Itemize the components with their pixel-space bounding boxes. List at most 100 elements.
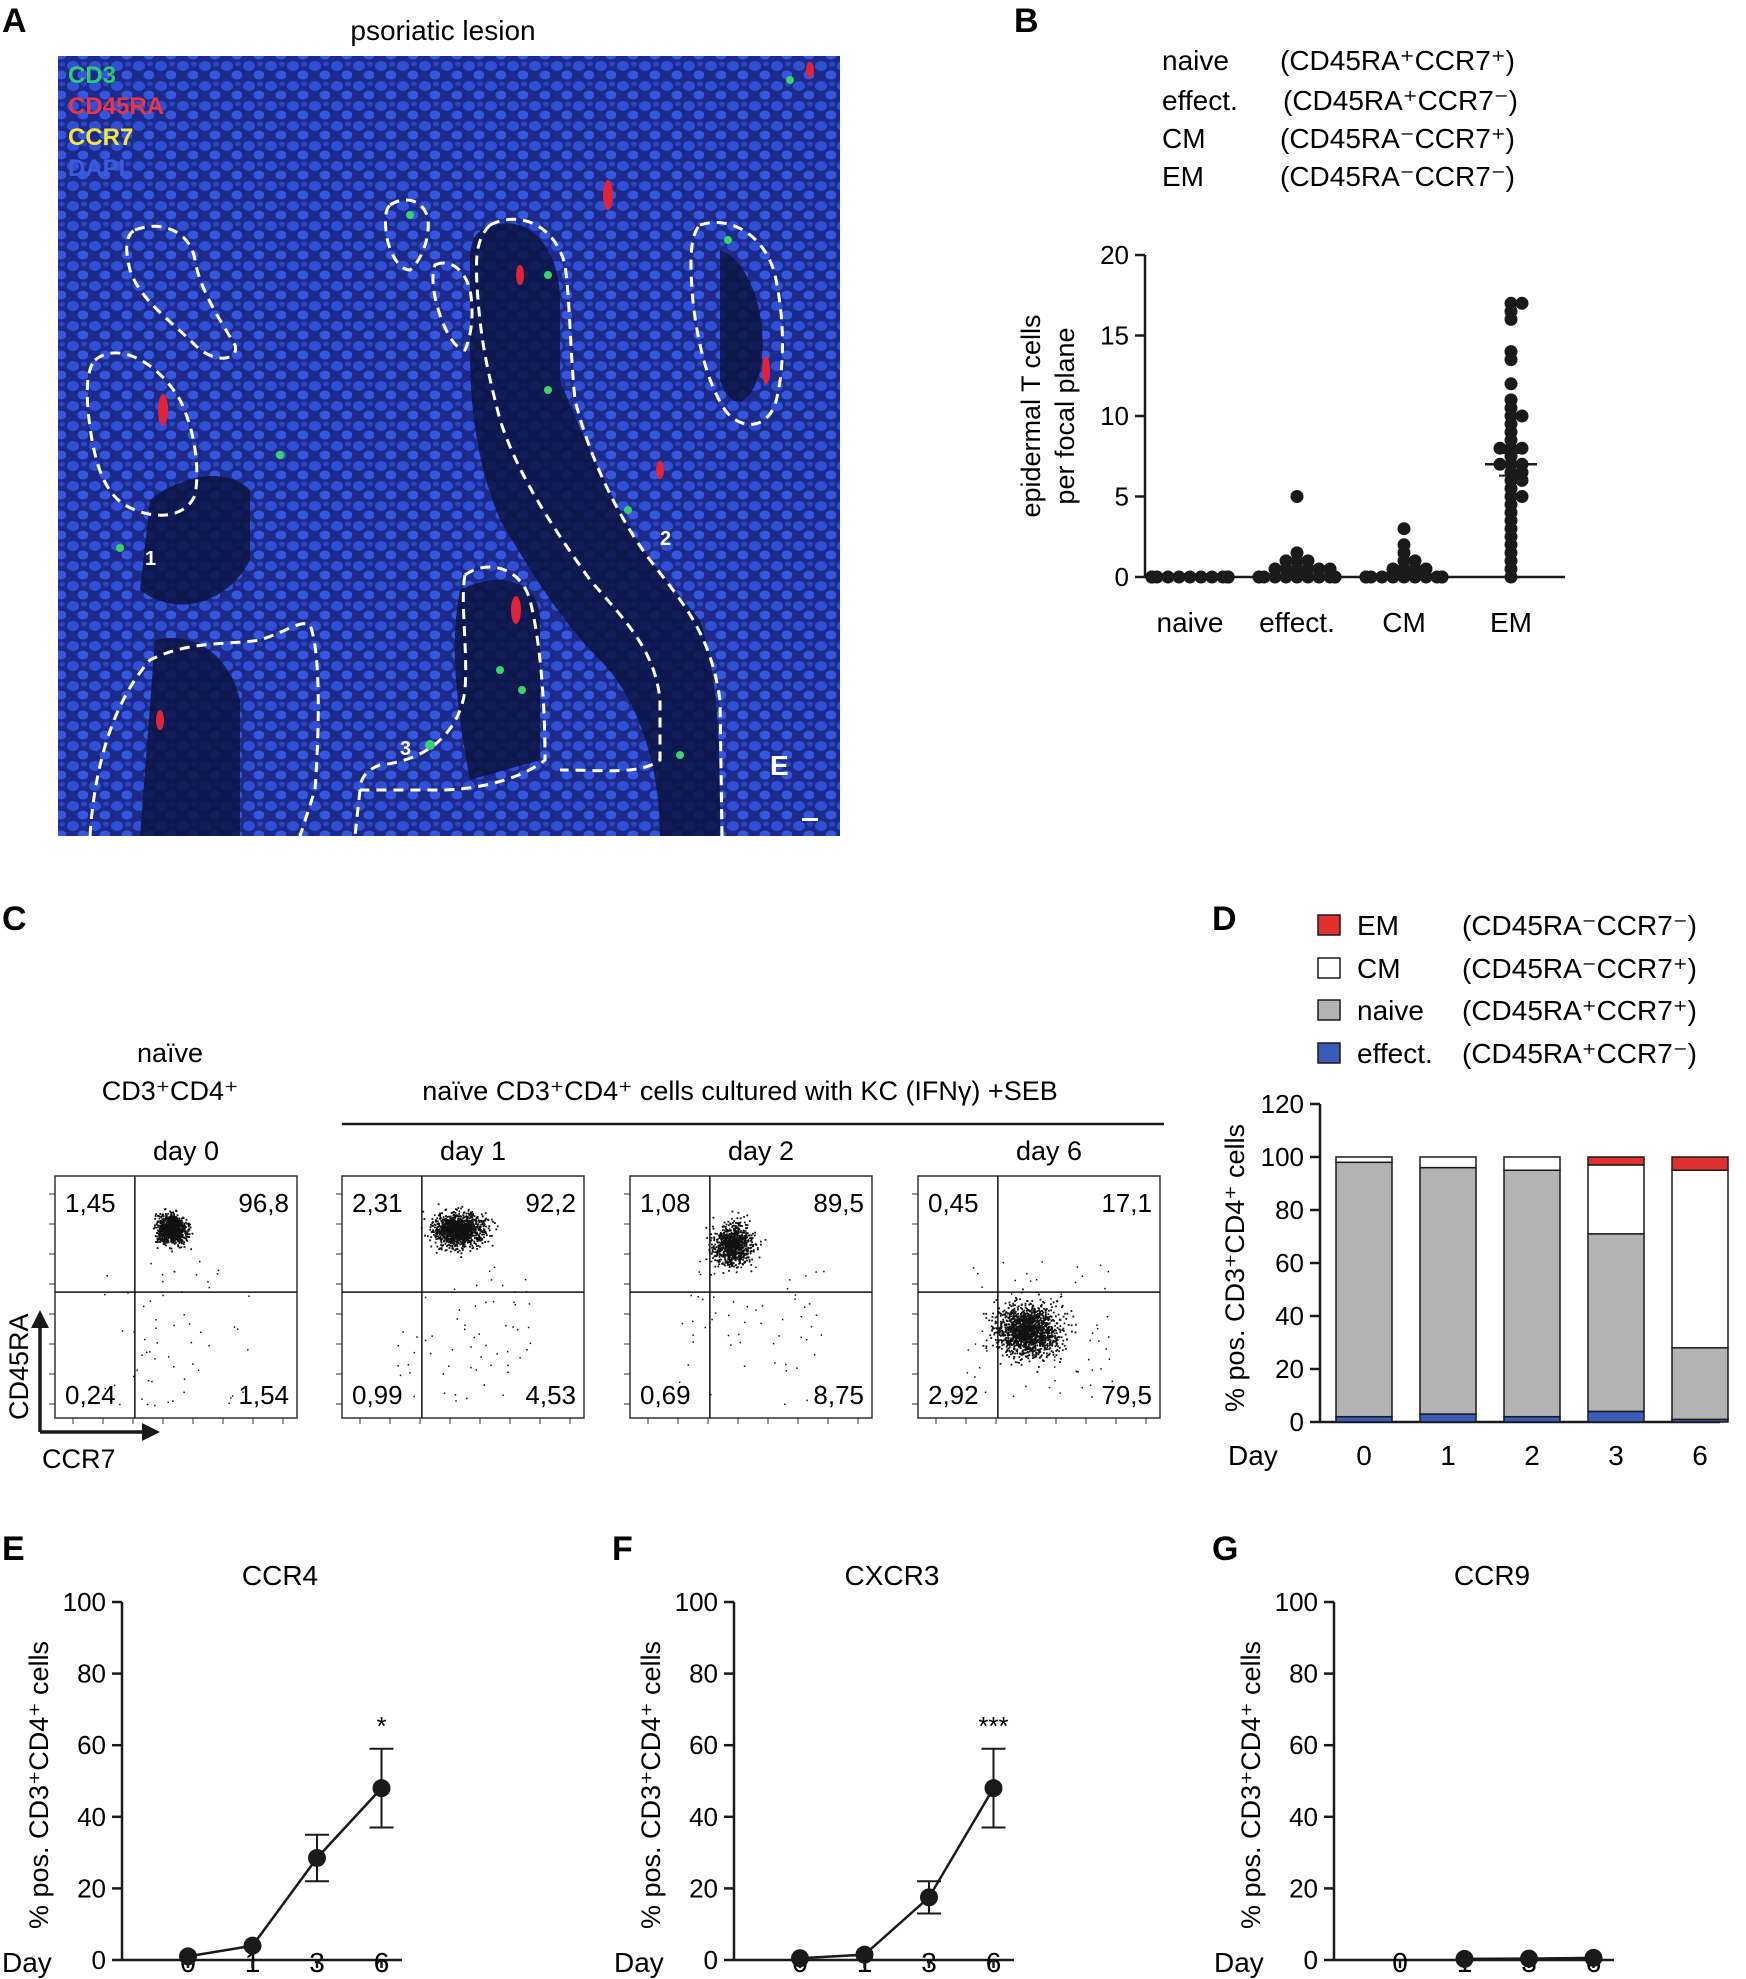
flow-event	[460, 1225, 463, 1228]
flow-event	[147, 1379, 150, 1382]
flow-event	[1048, 1309, 1050, 1312]
flow-event	[716, 1254, 718, 1257]
flow-event	[1091, 1396, 1093, 1398]
flow-event	[453, 1219, 456, 1222]
flow-event	[1038, 1328, 1041, 1330]
flow-event	[186, 1233, 189, 1236]
flow-event	[714, 1259, 717, 1262]
region-label-3: 3	[400, 738, 411, 760]
flow-event	[149, 1351, 151, 1353]
flow-event	[727, 1334, 730, 1337]
quadrant-bl-value: 2,92	[928, 1380, 979, 1410]
flow-event	[1050, 1309, 1052, 1312]
flow-event	[444, 1233, 447, 1236]
flow-event	[731, 1249, 734, 1252]
flow-event	[742, 1258, 744, 1261]
flow-event	[732, 1250, 735, 1253]
flow-event	[437, 1230, 440, 1233]
flow-event	[438, 1222, 441, 1225]
flow-event	[789, 1279, 791, 1281]
flow-event	[1045, 1324, 1048, 1327]
flow-event	[1045, 1331, 1048, 1334]
flow-event	[1020, 1341, 1022, 1344]
flow-event	[735, 1271, 738, 1274]
x-tick-label-d: 0	[1356, 1440, 1372, 1471]
flow-event	[1012, 1315, 1015, 1317]
flow-event	[207, 1280, 209, 1283]
flow-event	[1024, 1326, 1026, 1329]
flow-event	[1036, 1370, 1039, 1373]
flow-event	[754, 1231, 757, 1234]
flow-event	[476, 1216, 479, 1218]
flow-event	[454, 1393, 457, 1396]
flow-event	[998, 1334, 1001, 1336]
flow-event	[460, 1236, 463, 1238]
flow-event	[720, 1238, 722, 1241]
flow-event	[1044, 1334, 1046, 1337]
flow-event	[1035, 1355, 1037, 1358]
flow-event	[1064, 1333, 1067, 1336]
flow-event	[163, 1241, 166, 1243]
flow-event	[441, 1224, 444, 1227]
flow-event	[470, 1221, 472, 1223]
flow-event	[470, 1346, 472, 1348]
flow-event	[454, 1245, 456, 1248]
flow-event	[728, 1314, 730, 1317]
flow-event	[1042, 1337, 1044, 1340]
flow-event	[735, 1264, 737, 1267]
flow-event	[993, 1331, 996, 1334]
flow-event	[247, 1349, 249, 1351]
flow-event	[736, 1245, 739, 1248]
flow-event	[733, 1247, 736, 1249]
flow-event	[750, 1270, 753, 1273]
flow-event	[756, 1248, 759, 1251]
flow-event	[502, 1394, 504, 1397]
flow-event	[751, 1237, 754, 1240]
flow-event	[1017, 1312, 1020, 1315]
flow-event	[501, 1284, 504, 1287]
flow-event	[474, 1234, 477, 1237]
flow-event	[1035, 1319, 1038, 1322]
flow-event	[744, 1224, 747, 1226]
flow-event	[1037, 1329, 1040, 1332]
flow-event	[464, 1235, 467, 1237]
flow-event	[1048, 1344, 1051, 1347]
flow-event	[1020, 1323, 1023, 1326]
y-tick-label-b: 10	[1100, 401, 1129, 431]
flow-event	[438, 1248, 441, 1251]
flow-event	[461, 1219, 464, 1222]
flow-event	[413, 1395, 415, 1398]
flow-event	[738, 1259, 740, 1262]
flow-event	[181, 1225, 184, 1228]
flow-event	[527, 1326, 530, 1329]
flow-plot-day-label: day 2	[728, 1136, 794, 1166]
flow-event	[1040, 1326, 1043, 1328]
flow-event	[169, 1214, 172, 1217]
flow-event	[169, 1216, 171, 1218]
flow-event	[180, 1220, 183, 1223]
flow-event	[1025, 1331, 1028, 1334]
flow-event	[456, 1251, 459, 1254]
flow-event	[736, 1244, 739, 1247]
significance-marker: ***	[978, 1711, 1008, 1741]
flow-event	[738, 1262, 740, 1265]
flow-event	[733, 1229, 736, 1232]
flow-event	[717, 1234, 720, 1237]
flow-event	[1038, 1307, 1041, 1310]
flow-event	[710, 1239, 712, 1242]
flow-event	[1054, 1345, 1057, 1348]
flow-event	[444, 1224, 447, 1226]
flow-event	[448, 1229, 451, 1232]
flow-event	[159, 1237, 161, 1240]
flow-event	[974, 1343, 977, 1345]
flow-event	[442, 1216, 445, 1219]
flow-event	[1044, 1323, 1047, 1325]
flow-event	[178, 1221, 180, 1224]
flow-event	[1018, 1356, 1021, 1358]
flow-event	[187, 1225, 190, 1228]
data-point-b	[1515, 296, 1529, 310]
y-tick-label-d: 80	[1275, 1195, 1304, 1225]
flow-event	[480, 1221, 483, 1223]
flow-event	[713, 1239, 716, 1242]
flow-event	[1065, 1347, 1067, 1350]
